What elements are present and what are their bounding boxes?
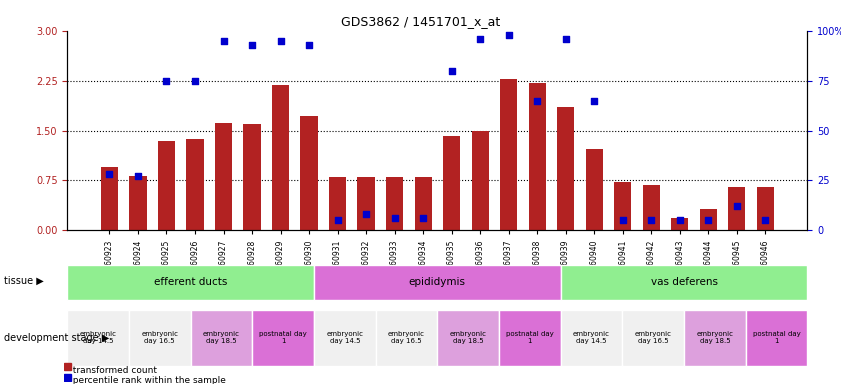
Point <box>359 211 373 217</box>
Point <box>701 217 715 223</box>
Bar <box>557 107 574 230</box>
Bar <box>158 141 175 230</box>
Text: embryonic
day 14.5: embryonic day 14.5 <box>80 331 117 344</box>
Point <box>502 31 516 38</box>
Text: embryonic
day 18.5: embryonic day 18.5 <box>450 331 487 344</box>
Text: embryonic
day 18.5: embryonic day 18.5 <box>696 331 733 344</box>
Bar <box>329 177 346 230</box>
Point <box>587 98 600 104</box>
Point <box>759 217 772 223</box>
Point <box>274 38 288 44</box>
Point <box>473 36 487 42</box>
Text: tissue ▶: tissue ▶ <box>4 275 44 285</box>
Text: vas deferens: vas deferens <box>650 277 717 287</box>
FancyBboxPatch shape <box>252 310 314 366</box>
FancyBboxPatch shape <box>67 310 129 366</box>
Bar <box>585 149 603 230</box>
Bar <box>243 124 261 230</box>
Text: GDS3862 / 1451701_x_at: GDS3862 / 1451701_x_at <box>341 15 500 28</box>
Point <box>103 171 116 177</box>
Bar <box>443 136 460 230</box>
Bar <box>386 177 403 230</box>
Point <box>160 78 173 84</box>
FancyBboxPatch shape <box>746 310 807 366</box>
Bar <box>671 218 688 230</box>
Bar <box>614 182 632 230</box>
Point <box>302 41 315 48</box>
Bar <box>415 177 431 230</box>
Bar <box>272 85 289 230</box>
Point <box>644 217 658 223</box>
Bar <box>357 177 374 230</box>
Text: embryonic
day 14.5: embryonic day 14.5 <box>326 331 363 344</box>
Bar <box>64 363 71 371</box>
Bar <box>757 187 774 230</box>
Bar <box>728 187 745 230</box>
Bar <box>187 139 204 230</box>
Point <box>559 36 573 42</box>
Bar <box>500 79 517 230</box>
Text: embryonic
day 16.5: embryonic day 16.5 <box>635 331 672 344</box>
Bar <box>643 185 659 230</box>
Point <box>131 174 145 180</box>
Text: transformed count: transformed count <box>67 366 157 375</box>
FancyBboxPatch shape <box>376 310 437 366</box>
Point <box>730 204 743 210</box>
FancyBboxPatch shape <box>67 265 314 300</box>
Point <box>217 38 230 44</box>
Point <box>188 78 202 84</box>
Point <box>246 41 259 48</box>
FancyBboxPatch shape <box>129 310 191 366</box>
Text: development stage ▶: development stage ▶ <box>4 333 109 343</box>
Text: embryonic
day 14.5: embryonic day 14.5 <box>573 331 610 344</box>
Bar <box>528 83 546 230</box>
Point <box>445 68 458 74</box>
Bar <box>300 116 318 230</box>
Text: postnatal day
1: postnatal day 1 <box>259 331 307 344</box>
Point <box>673 217 686 223</box>
Point <box>388 215 401 222</box>
Text: percentile rank within the sample: percentile rank within the sample <box>67 376 226 384</box>
Bar <box>472 131 489 230</box>
FancyBboxPatch shape <box>561 310 622 366</box>
FancyBboxPatch shape <box>684 310 746 366</box>
FancyBboxPatch shape <box>191 310 252 366</box>
Bar <box>700 209 717 230</box>
Bar <box>215 122 232 230</box>
Text: embryonic
day 16.5: embryonic day 16.5 <box>141 331 178 344</box>
Point <box>331 217 344 223</box>
FancyBboxPatch shape <box>622 310 684 366</box>
Text: epididymis: epididymis <box>409 277 466 287</box>
Bar <box>130 176 146 230</box>
Text: postnatal day
1: postnatal day 1 <box>753 331 801 344</box>
Bar <box>101 167 118 230</box>
Bar <box>64 374 71 381</box>
FancyBboxPatch shape <box>314 310 376 366</box>
Text: efferent ducts: efferent ducts <box>154 277 227 287</box>
FancyBboxPatch shape <box>437 310 499 366</box>
Text: embryonic
day 16.5: embryonic day 16.5 <box>388 331 425 344</box>
Text: embryonic
day 18.5: embryonic day 18.5 <box>203 331 240 344</box>
FancyBboxPatch shape <box>314 265 561 300</box>
FancyBboxPatch shape <box>499 310 561 366</box>
FancyBboxPatch shape <box>561 265 807 300</box>
Text: postnatal day
1: postnatal day 1 <box>506 331 553 344</box>
Point <box>416 215 430 222</box>
Point <box>616 217 629 223</box>
Point <box>531 98 544 104</box>
